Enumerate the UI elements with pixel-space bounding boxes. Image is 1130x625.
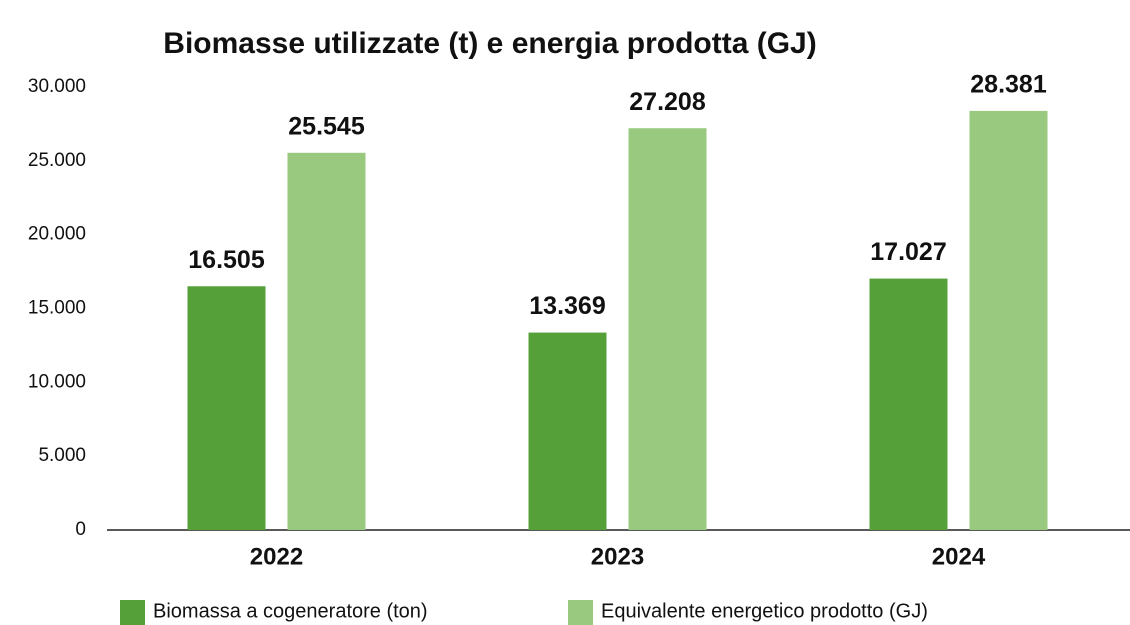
y-tick-label: 30.000 bbox=[28, 76, 86, 97]
y-tick-label: 10.000 bbox=[28, 371, 86, 392]
legend-swatch bbox=[120, 600, 145, 625]
value-label: 16.505 bbox=[188, 246, 265, 274]
x-tick-label: 2023 bbox=[591, 543, 644, 570]
value-label: 13.369 bbox=[529, 292, 605, 320]
bar bbox=[187, 286, 266, 530]
legend-label: Equivalente energetico prodotto (GJ) bbox=[601, 600, 928, 622]
y-tick-label: 20.000 bbox=[28, 224, 86, 245]
bar bbox=[528, 332, 607, 530]
y-tick-label: 25.000 bbox=[28, 150, 86, 171]
value-label: 25.545 bbox=[288, 112, 365, 140]
y-tick-label: 5.000 bbox=[38, 445, 86, 466]
value-label: 28.381 bbox=[970, 71, 1047, 99]
bar bbox=[628, 128, 707, 531]
value-label: 17.027 bbox=[870, 238, 946, 266]
y-tick-label: 0 bbox=[75, 519, 86, 540]
x-tick-label: 2024 bbox=[932, 543, 986, 570]
value-label: 27.208 bbox=[629, 88, 706, 116]
legend-label: Biomassa a cogeneratore (ton) bbox=[153, 600, 428, 622]
bar bbox=[287, 152, 366, 530]
bar bbox=[969, 110, 1048, 531]
y-tick-label: 15.000 bbox=[28, 298, 86, 319]
chart-title: Biomasse utilizzate (t) e energia prodot… bbox=[163, 27, 816, 60]
legend-swatch bbox=[568, 600, 593, 625]
bar bbox=[869, 278, 948, 530]
x-tick-label: 2022 bbox=[250, 543, 303, 570]
